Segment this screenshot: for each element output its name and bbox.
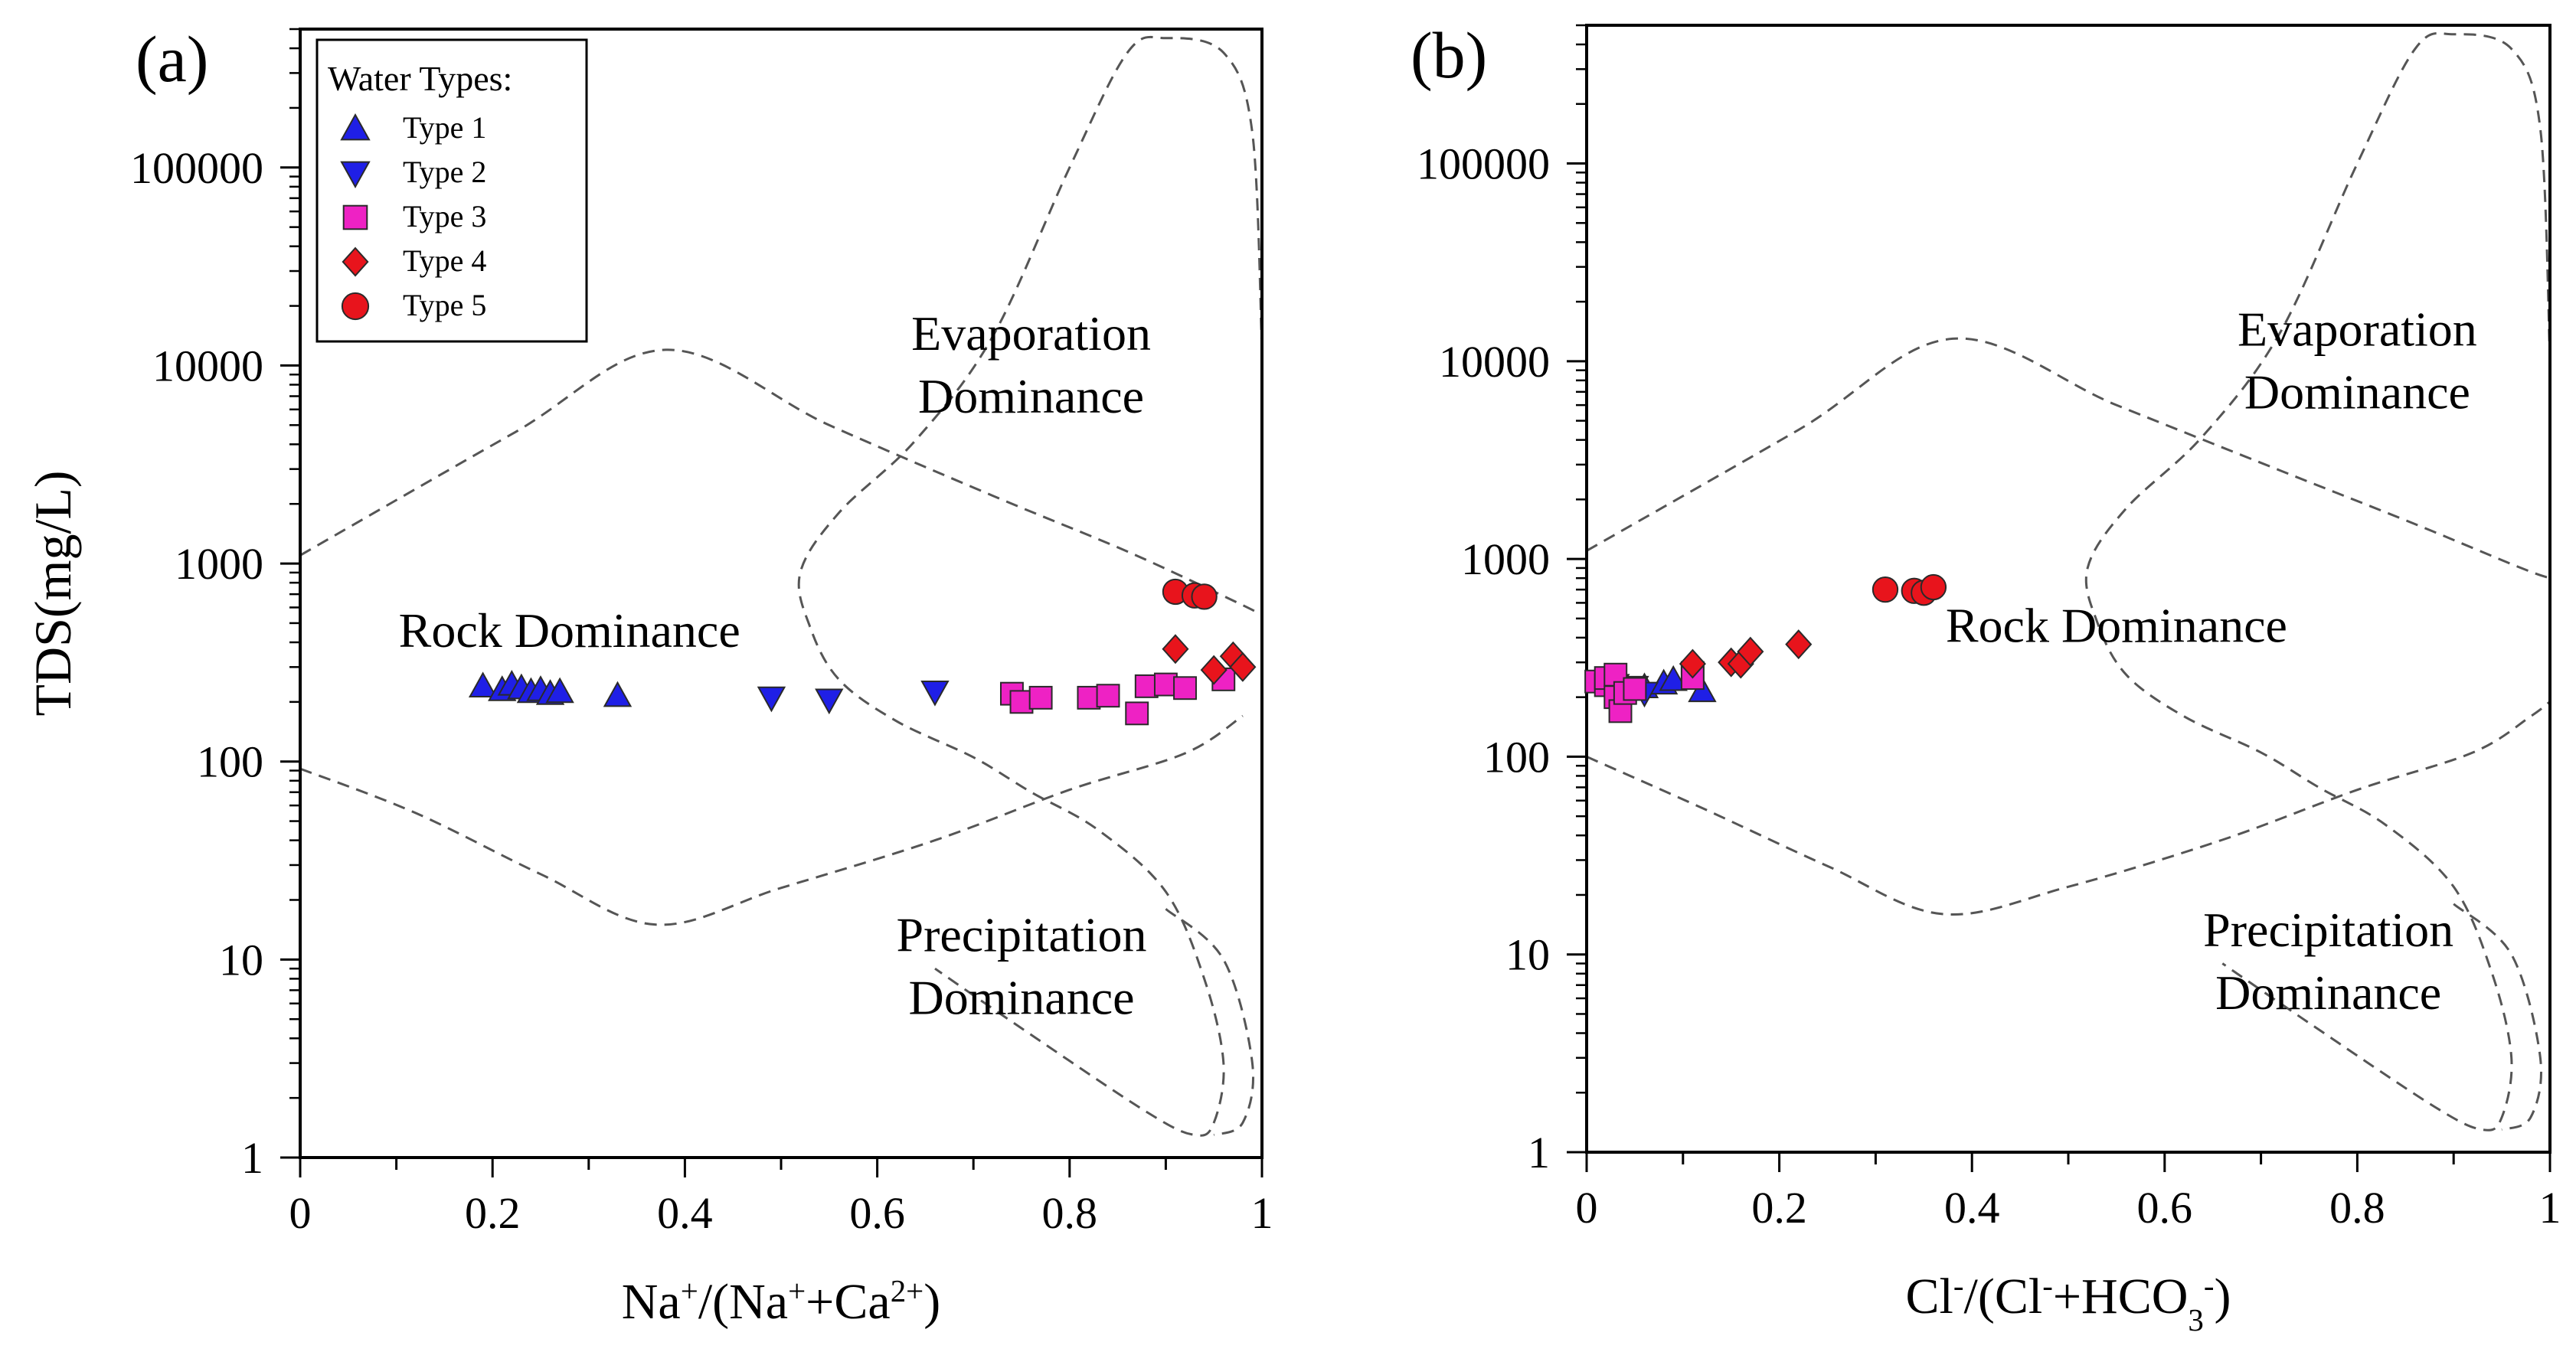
- panel-a-point-type-2: [920, 681, 950, 707]
- panel-b-boundary-lower: [1587, 700, 2550, 916]
- legend-marker-type-2: [340, 161, 371, 189]
- panel-b-y-tick-label: 100000: [1417, 139, 1550, 189]
- panel-b-region-label: Evaporation: [2238, 302, 2477, 356]
- legend-marker-type-1: [340, 113, 371, 141]
- panel-a-y-tick-label: 1000: [175, 539, 263, 589]
- panel-b-point-type-4: [1737, 636, 1764, 667]
- panel-a-point-type-3: [1077, 685, 1101, 710]
- panel-b-boundary-envelope-right: [2453, 903, 2543, 1132]
- panel-b-x-tick-label: 0.2: [1751, 1183, 1807, 1233]
- panel-a-region-label: Dominance: [918, 369, 1144, 423]
- panel-a-legend: Water Types: Type 1 Type 2 Type 3 Type 4 Type…: [315, 38, 588, 343]
- panel-a-region-label: Dominance: [909, 971, 1135, 1025]
- panel-b-point-type-5: [1872, 576, 1899, 603]
- panel-a-point-type-1: [545, 677, 574, 704]
- panel-b-label: (b): [1411, 18, 1487, 92]
- panel-b-x-tick-label: 0.4: [1944, 1183, 2000, 1233]
- panel-a-point-type-4: [1229, 652, 1257, 682]
- panel-b-boundary-upper: [1587, 337, 2550, 580]
- panel-a-point-type-1: [603, 681, 633, 707]
- panel-a-data-points: [468, 578, 1257, 726]
- legend-box: [315, 38, 588, 343]
- panel-a-point-type-3: [1134, 674, 1159, 698]
- panel-a-x-tick-label: 0.4: [657, 1188, 713, 1238]
- panel-b-cl-ratio-chart: 0 0.2 0.4 0.6 0.8 1 1 10 100 1000 10000 100000 Evapo…: [1411, 18, 2561, 1337]
- panel-b-point-type-4: [1785, 629, 1813, 660]
- panel-a-point-type-3: [1009, 690, 1034, 714]
- panel-b-x-axis-label: Cl-/(Cl-+HCO3-): [1906, 1269, 2231, 1337]
- panel-b-boundary-envelope: [2084, 31, 2550, 1132]
- panel-a-boundaries: [300, 35, 1262, 1137]
- panel-b-point-type-5: [1920, 573, 1947, 601]
- panel-a-point-type-4: [1200, 655, 1228, 685]
- panel-a-point-type-5: [1191, 583, 1218, 610]
- panel-a-y-axis-label: TDS(mg/L): [24, 470, 82, 716]
- legend-entry-label: Type 5: [403, 288, 486, 322]
- panel-b-x-tick-label: 0: [1576, 1183, 1598, 1233]
- legend-marker-type-5: [341, 292, 370, 321]
- legend-entry-label: Type 1: [403, 110, 486, 145]
- panel-b-y-tick-label: 1000: [1461, 534, 1550, 584]
- panel-a-point-type-1: [468, 671, 498, 697]
- panel-a-boundary-envelope: [797, 35, 1262, 1137]
- panel-b-x-tick-label: 1: [2539, 1183, 2561, 1233]
- panel-a-x-tick-label: 0.2: [465, 1188, 521, 1238]
- panel-a-point-type-3: [1028, 685, 1053, 710]
- panel-b-data-points: [1584, 573, 1947, 723]
- panel-a-y-tick-label: 10: [219, 935, 263, 985]
- panel-a-point-type-4: [1162, 634, 1189, 665]
- panel-b-region-label: Rock Dominance: [1946, 599, 2287, 653]
- legend-marker-type-3: [342, 204, 368, 230]
- panel-b-point-type-4: [1679, 648, 1706, 679]
- legend-title: Water Types:: [328, 59, 512, 98]
- legend-entry-label: Type 3: [403, 199, 486, 233]
- panel-b-y-tick-label: 1: [1528, 1128, 1550, 1177]
- panel-a-na-ratio-chart: 0 0.2 0.4 0.6 0.8 1 1 10 100 1000 10000 100000 Evapo…: [24, 22, 1273, 1330]
- panel-a-region-label: Precipitation: [896, 908, 1146, 962]
- panel-a-point-type-2: [815, 688, 844, 715]
- panel-a-point-type-3: [1125, 701, 1149, 726]
- panel-a-label: (a): [136, 22, 208, 96]
- panel-b-region-label: Precipitation: [2203, 903, 2453, 957]
- panel-b-boundaries: [1587, 31, 2550, 1132]
- panel-a-point-type-3: [1096, 684, 1120, 708]
- panel-a-boundary-lower: [300, 714, 1244, 926]
- panel-a-point-type-3: [1173, 676, 1197, 700]
- panel-a-y-tick-label: 10000: [152, 341, 263, 390]
- panel-a-y-tick-label: 1: [241, 1133, 263, 1183]
- panel-b-y-tick-label: 100: [1483, 732, 1550, 782]
- panel-b-y-tick-label: 10: [1505, 930, 1550, 980]
- panel-a-y-tick-label: 100000: [130, 143, 263, 193]
- panel-a-point-type-2: [757, 686, 786, 713]
- panel-b-y-tick-label: 10000: [1439, 337, 1550, 387]
- panel-a-point-type-3: [1153, 672, 1178, 697]
- legend-entry-label: Type 2: [403, 155, 486, 189]
- panel-b-point-type-1: [1659, 665, 1688, 691]
- legend-entry-label: Type 4: [403, 243, 486, 278]
- panel-a-x-tick-label: 1: [1251, 1188, 1273, 1238]
- panel-a-boundary-envelope-right: [1165, 908, 1255, 1136]
- panel-b-point-type-3: [1623, 677, 1647, 701]
- panel-a-x-tick-label: 0.8: [1042, 1188, 1098, 1238]
- panel-b-x-tick-label: 0.6: [2137, 1183, 2193, 1233]
- panel-a-x-tick-label: 0.6: [849, 1188, 905, 1238]
- legend-marker-type-4: [342, 247, 369, 277]
- panel-a-region-label: Evaporation: [911, 306, 1151, 361]
- panel-b-region-label: Dominance: [2244, 364, 2470, 419]
- panel-a-region-label: Rock Dominance: [399, 603, 740, 658]
- panel-b-region-label: Dominance: [2215, 965, 2441, 1020]
- panel-a-y-tick-label: 100: [197, 737, 263, 787]
- panel-a-x-axis-label: Na+/(Na++Ca2+): [622, 1274, 940, 1331]
- panel-a-boundary-upper: [300, 348, 1262, 616]
- panel-b-x-tick-label: 0.8: [2329, 1183, 2385, 1233]
- panel-a-x-tick-label: 0: [289, 1188, 312, 1238]
